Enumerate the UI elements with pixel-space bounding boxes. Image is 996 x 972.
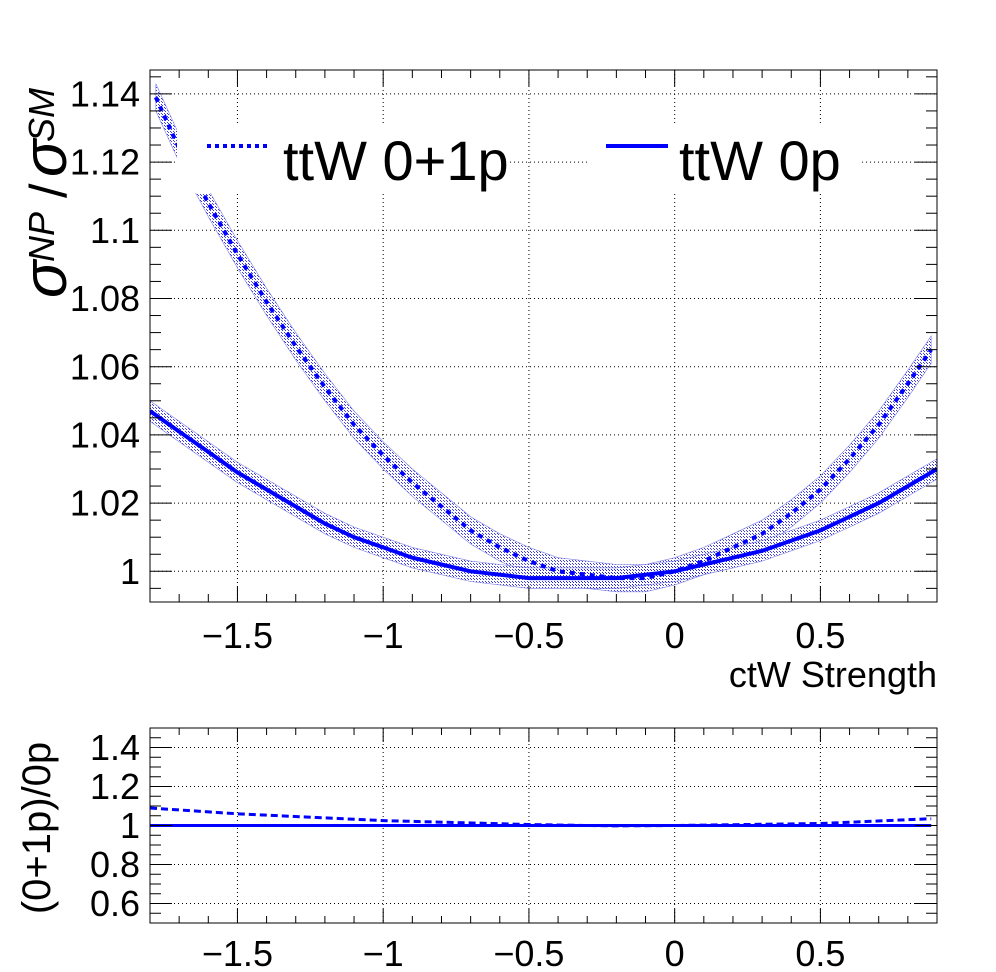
y-tick-label: 1.02	[70, 483, 140, 524]
main-x-tick-labels: −1.5 −1 −0.5 0 0.5	[202, 615, 846, 656]
x-tick-label: −1.5	[202, 615, 273, 656]
y-tick-label: 0.8	[90, 844, 140, 885]
ratio-plot: −1.5 −1 −0.5 0 0.5 0.60.811.21.4 (0+1p)/0p	[15, 727, 938, 972]
y-tick-label: 1.14	[70, 73, 140, 114]
x-tick-label: −0.5	[493, 933, 564, 972]
y-title-slash: /	[20, 183, 78, 198]
band-1	[150, 400, 937, 589]
x-axis-title: ctW Strength	[729, 654, 937, 695]
y-title-sigma-sm: σ	[11, 137, 80, 177]
x-tick-label: 0	[665, 933, 685, 972]
ratio-x-tick-labels: −1.5 −1 −0.5 0 0.5	[202, 933, 846, 972]
series-lines	[150, 96, 937, 581]
y-tick-label: 1.08	[70, 278, 140, 319]
uncertainty-bands	[150, 83, 937, 593]
y-tick-label: 1.06	[70, 346, 140, 387]
ratio-line-0	[150, 806, 932, 828]
y-tick-label: 1.12	[70, 142, 140, 183]
y-tick-label: 0.6	[90, 883, 140, 924]
ratio-lines	[150, 806, 932, 828]
series-line-1	[150, 409, 937, 581]
legend-label-0p1p: ttW 0+1p	[283, 129, 509, 192]
band-0	[155, 83, 932, 593]
ratio-plot-ticks	[149, 727, 938, 924]
x-tick-label: 0	[665, 615, 685, 656]
y-axis-title: σ NP / σ SM	[11, 88, 80, 298]
y-title-sigma-np: σ	[11, 258, 80, 298]
y-title-sub-np: NP	[21, 212, 62, 262]
x-tick-label: −1	[363, 933, 404, 972]
ratio-y-axis-title: (0+1p)/0p	[15, 742, 59, 914]
x-tick-label: −1.5	[202, 933, 273, 972]
ratio-y-tick-labels: 0.60.811.21.4	[90, 727, 140, 924]
legend: ttW 0+1p ttW 0p	[177, 125, 860, 193]
ratio-plot-grid	[150, 728, 937, 923]
main-plot-ticks	[149, 70, 938, 602]
legend-label-0p: ttW 0p	[679, 129, 841, 192]
y-tick-label: 1.2	[90, 766, 140, 807]
x-tick-label: −1	[363, 615, 404, 656]
x-tick-label: 0.5	[795, 615, 845, 656]
x-tick-label: −0.5	[493, 615, 564, 656]
y-tick-label: 1.4	[90, 727, 140, 768]
y-tick-label: 1	[120, 551, 140, 592]
main-y-tick-labels: 1 1.02 1.04 1.06 1.08 1.1 1.12 1.14	[70, 73, 140, 591]
legend-box-left	[177, 125, 507, 193]
legend-box-right	[590, 125, 860, 193]
y-title-sub-sm: SM	[21, 88, 62, 142]
y-tick-label: 1	[120, 805, 140, 846]
main-plot: −1.5 −1 −0.5 0 0.5 11.021.041.061.081.11.121…	[11, 69, 938, 695]
y-tick-label: 1.1	[90, 210, 140, 251]
ratio-plot-area	[150, 806, 932, 828]
y-tick-label: 1.04	[70, 414, 140, 455]
main-plot-area	[150, 83, 937, 593]
x-tick-label: 0.5	[795, 933, 845, 972]
main-plot-frame	[149, 69, 938, 603]
series-line-0	[153, 96, 933, 581]
